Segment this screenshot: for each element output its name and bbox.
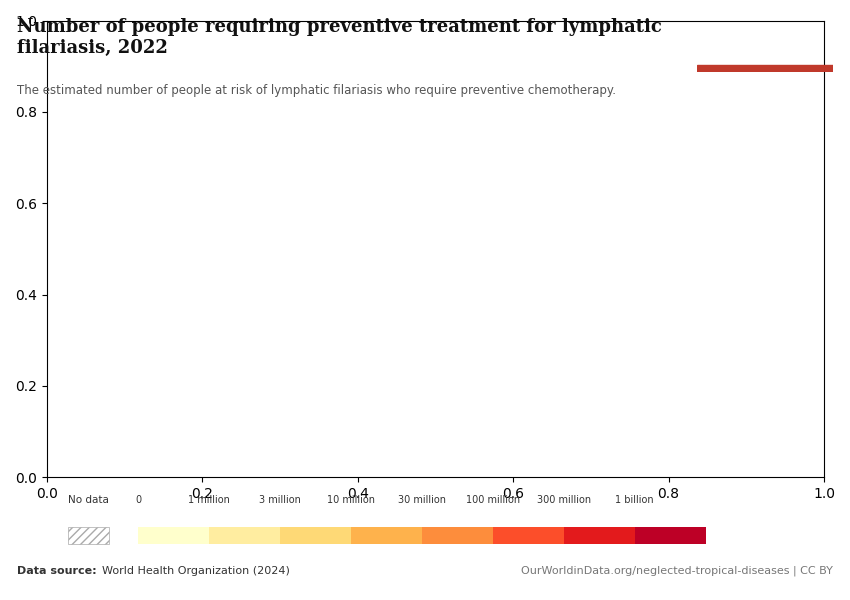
FancyBboxPatch shape: [493, 527, 564, 544]
Text: 30 million: 30 million: [398, 495, 445, 505]
Text: Number of people requiring preventive treatment for lymphatic
filariasis, 2022: Number of people requiring preventive tr…: [17, 18, 662, 57]
FancyBboxPatch shape: [68, 527, 110, 544]
FancyBboxPatch shape: [138, 527, 209, 544]
Text: 0: 0: [135, 495, 141, 505]
Text: 1 billion: 1 billion: [615, 495, 654, 505]
Text: No data: No data: [68, 495, 109, 505]
Text: Data source:: Data source:: [17, 566, 97, 576]
Text: 10 million: 10 million: [327, 495, 375, 505]
FancyBboxPatch shape: [564, 527, 635, 544]
FancyBboxPatch shape: [422, 527, 493, 544]
FancyBboxPatch shape: [280, 527, 351, 544]
Text: 300 million: 300 million: [536, 495, 591, 505]
Text: 3 million: 3 million: [259, 495, 301, 505]
Text: World Health Organization (2024): World Health Organization (2024): [102, 566, 290, 576]
Text: The estimated number of people at risk of lymphatic filariasis who require preve: The estimated number of people at risk o…: [17, 84, 616, 97]
Text: 1 million: 1 million: [188, 495, 230, 505]
FancyBboxPatch shape: [351, 527, 422, 544]
Text: 100 million: 100 million: [466, 495, 520, 505]
Text: OurWorldinData.org/neglected-tropical-diseases | CC BY: OurWorldinData.org/neglected-tropical-di…: [521, 565, 833, 576]
FancyBboxPatch shape: [209, 527, 280, 544]
FancyBboxPatch shape: [635, 527, 706, 544]
Bar: [697, 65, 833, 72]
Text: in Data: in Data: [743, 46, 787, 56]
Text: Our World: Our World: [734, 28, 796, 38]
